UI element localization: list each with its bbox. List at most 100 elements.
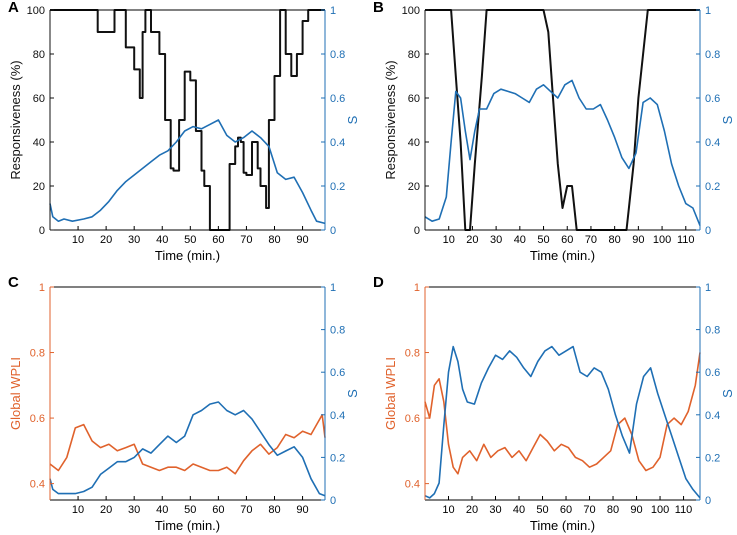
y-right-tick-label: 1 — [705, 5, 711, 17]
y-right-tick-label: 0.8 — [330, 325, 345, 337]
panel-letter-d: D — [373, 274, 384, 291]
y-left-tick-label: 0.4 — [30, 479, 45, 491]
y-left-axis-label: Responsiveness (%) — [383, 60, 398, 179]
x-tick-label: 60 — [212, 504, 224, 516]
y-left-tick-label: 80 — [33, 49, 45, 61]
x-tick-label: 30 — [490, 234, 502, 246]
x-tick-label: 30 — [489, 504, 501, 516]
x-tick-label: 60 — [212, 234, 224, 246]
y-right-tick-label: 0.4 — [705, 410, 720, 422]
y-left-tick-label: 1 — [414, 282, 420, 294]
x-tick-label: 40 — [514, 234, 526, 246]
x-tick-label: 30 — [128, 234, 140, 246]
chart-panel-d: D 10 20 30 40 50 60 70 80 90 100 1100.40.60.8100.2… — [373, 274, 735, 533]
panel-letter-b: B — [373, 0, 384, 16]
y-right-tick-label: 1 — [330, 5, 336, 17]
y-right-axis-label: S — [345, 115, 360, 124]
x-axis-label: Time (min.) — [530, 518, 595, 533]
x-tick-label: 80 — [268, 504, 280, 516]
y-right-tick-label: 0.4 — [705, 137, 720, 149]
x-tick-label: 20 — [100, 504, 112, 516]
x-tick-label: 80 — [609, 234, 621, 246]
y-right-tick-label: 1 — [705, 282, 711, 294]
y-right-tick-label: 0.2 — [330, 452, 345, 464]
panel-letter-a: A — [8, 0, 19, 16]
chart-panel-a: A 10 20 30 40 50 60 70 80 90 0 20 40 60 80 100 0 0.2 0.4 0… — [8, 0, 360, 263]
x-tick-label: 100 — [653, 234, 671, 246]
y-left-tick-label: 100 — [402, 5, 420, 17]
x-tick-label: 10 — [443, 234, 455, 246]
series-line-s — [49, 119, 326, 225]
y-left-tick-label: 60 — [408, 93, 420, 105]
y-left-tick-label: 0.8 — [30, 348, 45, 360]
x-tick-label: 90 — [296, 234, 308, 246]
x-tick-label: 30 — [128, 504, 140, 516]
x-tick-label: 80 — [607, 504, 619, 516]
x-tick-label: 50 — [536, 504, 548, 516]
y-left-tick-label: 0.6 — [30, 413, 45, 425]
y-right-axis-label: S — [720, 389, 735, 398]
y-right-tick-label: 0.2 — [705, 452, 720, 464]
x-tick-label: 110 — [677, 234, 695, 246]
x-tick-label: 90 — [296, 504, 308, 516]
x-tick-label: 60 — [560, 504, 572, 516]
y-right-axis-label: S — [345, 389, 360, 398]
x-tick-label: 50 — [184, 504, 196, 516]
y-right-tick-label: 0.6 — [705, 93, 720, 105]
y-left-axis-label: Global WPLI — [383, 357, 398, 430]
series-line-responsiveness — [425, 9, 700, 231]
y-left-tick-label: 60 — [33, 93, 45, 105]
chart-panel-b: B 10 20 30 40 50 60 70 80 90 100 110 0 20 40 60 80 100 0 0… — [373, 0, 735, 263]
y-right-tick-label: 0 — [330, 495, 336, 507]
y-left-tick-label: 0.6 — [405, 413, 420, 425]
y-right-tick-label: 0.8 — [705, 325, 720, 337]
x-tick-label: 50 — [537, 234, 549, 246]
y-right-tick-label: 0.8 — [705, 49, 720, 61]
x-tick-label: 20 — [466, 234, 478, 246]
x-tick-label: 40 — [156, 504, 168, 516]
x-tick-label: 10 — [72, 504, 84, 516]
x-tick-label: 110 — [675, 504, 693, 516]
y-right-tick-label: 0.4 — [330, 137, 345, 149]
y-right-tick-label: 0 — [330, 225, 336, 237]
x-tick-label: 70 — [583, 504, 595, 516]
y-right-tick-label: 0.4 — [330, 410, 345, 422]
x-tick-label: 70 — [585, 234, 597, 246]
y-left-tick-label: 40 — [408, 137, 420, 149]
series-line-global-wpli — [49, 413, 326, 475]
x-tick-label: 50 — [184, 234, 196, 246]
x-tick-label: 40 — [513, 504, 525, 516]
x-tick-label: 40 — [156, 234, 168, 246]
y-left-tick-label: 0 — [39, 225, 45, 237]
y-right-tick-label: 0 — [705, 225, 711, 237]
y-left-axis-label: Global WPLI — [8, 357, 23, 430]
x-tick-label: 100 — [651, 504, 669, 516]
y-left-tick-label: 0.4 — [405, 479, 420, 491]
y-left-tick-label: 40 — [33, 137, 45, 149]
x-tick-label: 10 — [442, 504, 454, 516]
y-right-tick-label: 0.6 — [705, 367, 720, 379]
y-left-tick-label: 0 — [414, 225, 420, 237]
x-axis-label: Time (min.) — [530, 248, 595, 263]
x-axis-label: Time (min.) — [155, 518, 220, 533]
chart-panel-c: C 10 20 30 40 50 60 70 80 900.40.60.8100.20.40.6… — [8, 274, 360, 533]
series-line-s — [424, 79, 701, 226]
y-left-tick-label: 20 — [33, 181, 45, 193]
y-right-tick-label: 1 — [330, 282, 336, 294]
x-tick-label: 60 — [561, 234, 573, 246]
y-right-tick-label: 0.8 — [330, 49, 345, 61]
y-right-tick-label: 0.2 — [330, 181, 345, 193]
y-right-axis-label: S — [720, 115, 735, 124]
y-left-tick-label: 100 — [27, 5, 45, 17]
x-tick-label: 90 — [630, 504, 642, 516]
series-line-s — [49, 401, 326, 497]
panel-letter-c: C — [8, 274, 19, 291]
y-right-tick-label: 0 — [705, 495, 711, 507]
y-left-axis-label: Responsiveness (%) — [8, 60, 23, 179]
y-right-tick-label: 0.6 — [330, 93, 345, 105]
y-right-tick-label: 0.2 — [705, 181, 720, 193]
series-line-responsiveness — [50, 9, 325, 231]
x-tick-label: 80 — [268, 234, 280, 246]
x-tick-label: 10 — [72, 234, 84, 246]
